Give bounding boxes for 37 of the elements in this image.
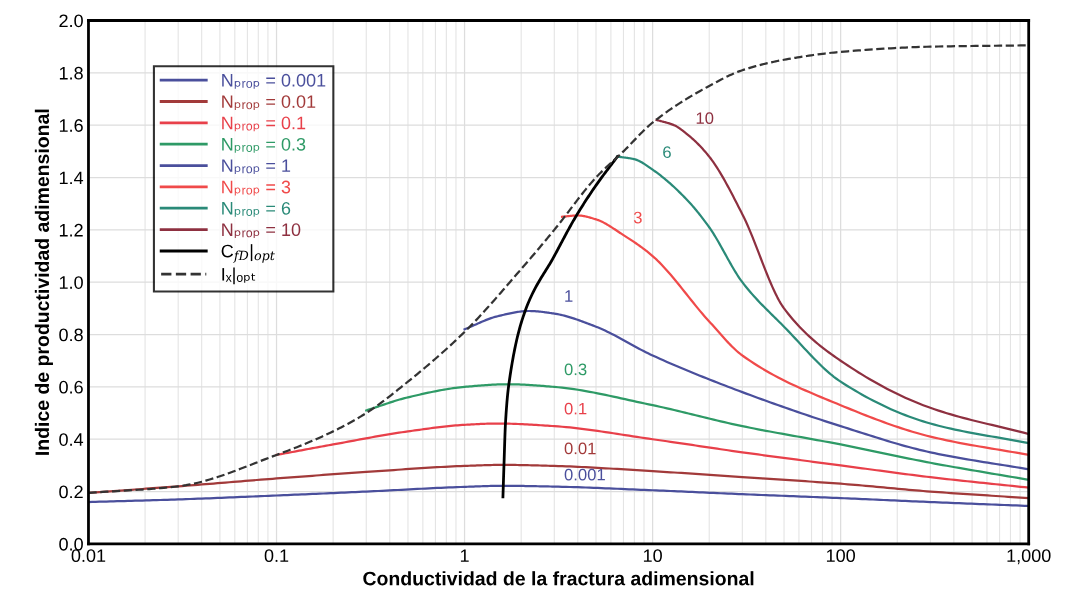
x-tick-label: 0.01	[71, 549, 106, 563]
annotation: 1	[565, 290, 573, 302]
x-tick-label: 10	[643, 549, 662, 563]
y-tick-label: 0.4	[59, 433, 84, 446]
y-tick-label: 0.0	[59, 537, 83, 551]
x-tick-label: 1,000	[1007, 549, 1051, 565]
legend-label: Nₚᵣₒₚ = 0.001	[222, 73, 326, 89]
legend-label: Nₚᵣₒₚ = 0.01	[222, 95, 316, 110]
legend-label: Nₚᵣₒₚ = 0.3	[222, 137, 306, 153]
legend-label: Nₚᵣₒₚ = 1	[222, 159, 291, 175]
legend-label: Iₓ|ₒₚₜ	[222, 267, 256, 285]
y-tick-label: 0.8	[59, 328, 83, 342]
annotation: 0.1	[564, 402, 587, 415]
y-tick-label: 1.8	[59, 66, 83, 80]
y-tick-label: 1.2	[59, 223, 83, 237]
legend-label: Nₚᵣₒₚ = 10	[222, 223, 301, 239]
annotation: 3	[633, 211, 642, 224]
annotation: 10	[696, 112, 714, 125]
annotation: 0.3	[564, 363, 587, 376]
y-tick-label: 1.4	[59, 171, 84, 185]
y-tick-label: 0.6	[59, 380, 83, 394]
annotation: 0.001	[564, 468, 605, 481]
legend-label: Nₚᵣₒₚ = 6	[222, 201, 291, 217]
annotation: 6	[663, 146, 671, 159]
legend-label: Nₚᵣₒₚ = 3	[222, 180, 291, 196]
y-tick-label: 1.0	[59, 276, 83, 289]
annotation: 0.01	[564, 442, 596, 455]
x-axis-title: Conductividad de la fractura adimensional	[363, 571, 754, 586]
y-tick-label: 0.2	[59, 485, 83, 499]
y-tick-label: 1.6	[59, 119, 83, 132]
legend-label: C$_{fD}$|$_{opt}$	[221, 244, 275, 263]
y-axis-title: Indice de productividad adimensional	[34, 109, 53, 455]
y-tick-label: 2.0	[59, 14, 83, 28]
x-tick-label: 100	[826, 549, 856, 563]
legend-label: Nₚᵣₒₚ = 0.1	[222, 116, 306, 132]
x-tick-label: 0.1	[264, 549, 289, 563]
x-tick-label: 1	[460, 549, 469, 562]
